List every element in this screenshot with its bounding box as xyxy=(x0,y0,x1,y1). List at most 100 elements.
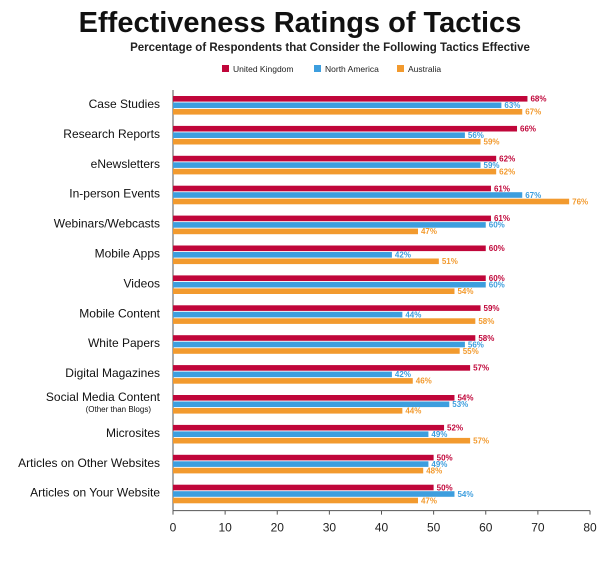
bar xyxy=(173,288,455,294)
data-label: 58% xyxy=(478,334,494,343)
bar xyxy=(173,408,403,414)
data-label: 49% xyxy=(431,430,447,439)
bar xyxy=(173,258,439,265)
bar xyxy=(173,132,465,138)
x-tick-label: 60 xyxy=(479,521,493,535)
data-label: 46% xyxy=(416,377,432,386)
data-label: 57% xyxy=(473,437,489,446)
bar xyxy=(173,335,476,341)
bar xyxy=(173,155,497,162)
bar xyxy=(173,185,491,192)
category-label: Research Reports xyxy=(63,127,160,141)
bar xyxy=(173,454,434,461)
legend: United Kingdom North America Australia xyxy=(222,64,441,74)
data-label: 59% xyxy=(484,138,500,147)
data-label: 55% xyxy=(463,347,479,356)
bar xyxy=(173,198,570,205)
category-label: Videos xyxy=(124,276,160,290)
data-label: 44% xyxy=(405,310,421,319)
data-label: 76% xyxy=(572,197,588,206)
data-label: 56% xyxy=(468,131,484,140)
data-label: 60% xyxy=(489,221,505,230)
data-label: 67% xyxy=(525,108,541,117)
category-label: Webinars/Webcasts xyxy=(54,217,160,231)
data-label: 58% xyxy=(478,317,494,326)
category-note: (Other than Blogs) xyxy=(86,405,152,414)
data-label: 67% xyxy=(525,191,541,200)
legend-label: North America xyxy=(325,64,379,74)
category-label: Articles on Your Website xyxy=(30,486,160,500)
bar xyxy=(173,275,486,281)
data-label: 62% xyxy=(499,167,515,176)
x-tick-label: 20 xyxy=(271,521,285,535)
data-label: 59% xyxy=(484,161,500,170)
legend-label: Australia xyxy=(408,64,441,74)
bar xyxy=(173,318,476,324)
legend-label: United Kingdom xyxy=(233,64,293,74)
bar xyxy=(173,311,403,318)
bar xyxy=(173,437,471,444)
data-label: 42% xyxy=(395,370,411,379)
category-label: In-person Events xyxy=(69,187,160,201)
bar xyxy=(173,395,455,401)
bar xyxy=(173,467,424,474)
bar xyxy=(173,491,455,497)
legend-swatch xyxy=(397,65,404,72)
bar xyxy=(173,371,392,378)
data-label: 50% xyxy=(437,453,453,462)
plot-area: 0 10 20 30 40 50 60 70 80 Case Studies 68% 63% 67% Re… xyxy=(18,90,597,535)
x-tick-label: 0 xyxy=(170,521,177,535)
data-label: 57% xyxy=(473,364,489,373)
category-label: Social Media Content xyxy=(46,390,161,404)
bar xyxy=(173,461,429,467)
category-label: Case Studies xyxy=(89,97,160,111)
data-label: 56% xyxy=(468,340,484,349)
data-label: 49% xyxy=(431,460,447,469)
data-label: 68% xyxy=(530,95,546,104)
bar xyxy=(173,484,434,491)
bar xyxy=(173,252,392,258)
data-label: 47% xyxy=(421,227,437,236)
bar xyxy=(173,424,445,431)
category-label: Mobile Content xyxy=(79,306,160,320)
data-label: 51% xyxy=(442,257,458,266)
data-label: 63% xyxy=(504,101,520,110)
data-label: 47% xyxy=(421,496,437,505)
category-label: White Papers xyxy=(88,336,160,350)
data-label: 66% xyxy=(520,125,536,134)
data-label: 48% xyxy=(426,466,442,475)
data-label: 50% xyxy=(437,483,453,492)
data-label: 59% xyxy=(484,304,500,313)
bar xyxy=(173,305,481,311)
bar xyxy=(173,228,418,235)
bar xyxy=(173,102,502,109)
bar xyxy=(173,245,486,252)
data-label: 54% xyxy=(457,394,473,403)
bar xyxy=(173,341,465,348)
x-tick-label: 70 xyxy=(531,521,545,535)
chart-subtitle: Percentage of Respondents that Consider … xyxy=(130,42,530,54)
bar xyxy=(173,192,523,198)
category-label: Microsites xyxy=(106,426,160,440)
chart-title: Effectiveness Ratings of Tactics xyxy=(79,7,522,39)
data-label: 54% xyxy=(457,490,473,499)
data-label: 54% xyxy=(457,287,473,296)
category-label: eNewsletters xyxy=(91,157,160,171)
data-label: 42% xyxy=(395,251,411,260)
bar xyxy=(173,162,481,168)
category-label: Articles on Other Websites xyxy=(18,456,160,470)
data-label: 60% xyxy=(489,244,505,253)
bar xyxy=(173,497,418,504)
x-tick-label: 40 xyxy=(375,521,389,535)
legend-swatch xyxy=(314,65,321,72)
bar xyxy=(173,281,486,288)
category-label: Digital Magazines xyxy=(65,366,160,380)
x-tick-label: 30 xyxy=(323,521,337,535)
data-label: 44% xyxy=(405,407,421,416)
bar xyxy=(173,222,486,228)
bar xyxy=(173,138,481,145)
bar xyxy=(173,125,518,132)
bar xyxy=(173,96,528,102)
